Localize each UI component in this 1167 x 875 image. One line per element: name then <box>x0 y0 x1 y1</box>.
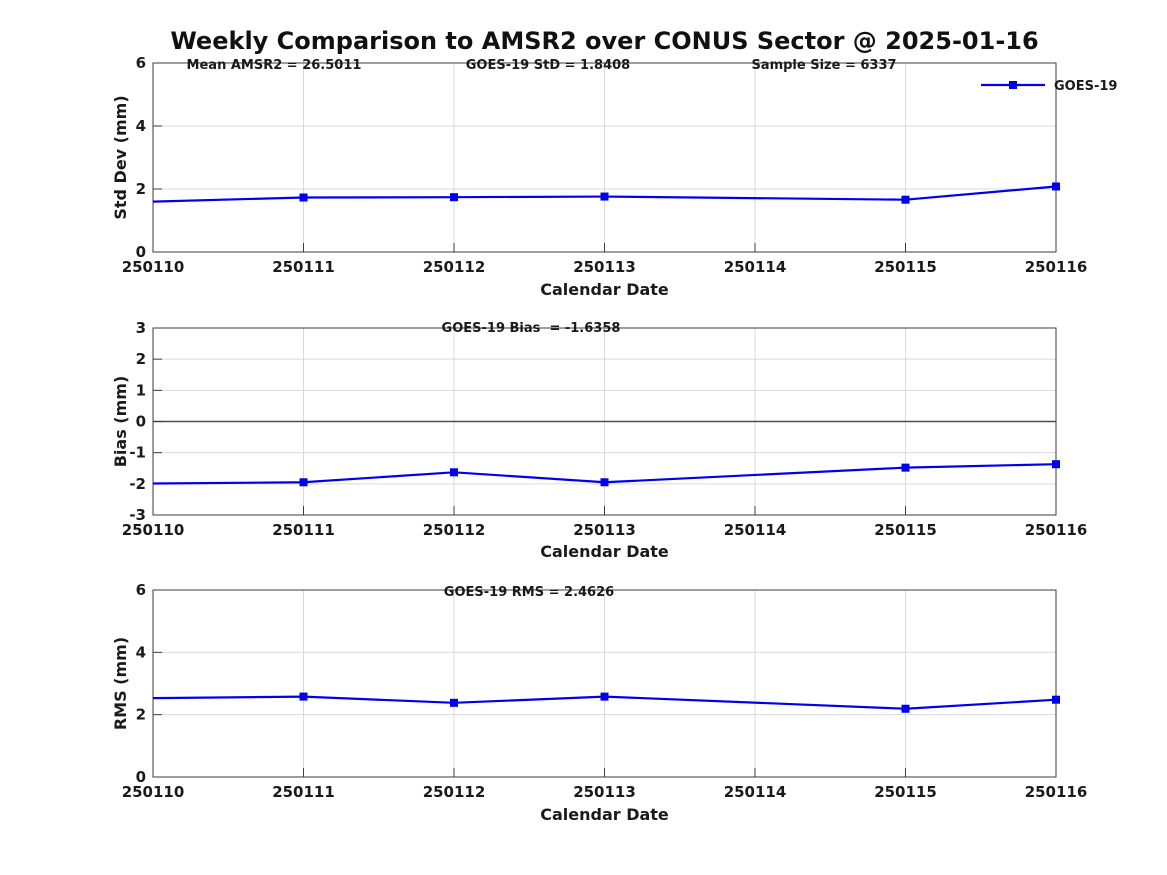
data-point-marker <box>1052 695 1060 704</box>
x-tick-label: 250113 <box>573 783 636 801</box>
data-point-marker <box>901 195 910 204</box>
data-point-marker <box>450 468 458 477</box>
x-tick-label: 250114 <box>724 521 787 539</box>
y-tick-label: 0 <box>136 413 146 431</box>
annotation-text: Mean AMSR2 = 26.5011 <box>187 58 362 73</box>
y-axis-label: RMS (mm) <box>111 637 130 730</box>
y-tick-label: 2 <box>136 706 146 724</box>
y-axis-label: Bias (mm) <box>111 376 130 468</box>
x-tick-label: 250110 <box>122 258 185 276</box>
x-tick-label: 250112 <box>423 783 486 801</box>
data-point-marker <box>901 704 910 713</box>
data-point-marker <box>299 193 308 202</box>
annotation-text: GOES-19 StD = 1.8408 <box>466 58 630 73</box>
y-tick-label: -2 <box>129 475 146 493</box>
x-tick-label: 250114 <box>724 783 787 801</box>
chart-title: Weekly Comparison to AMSR2 over CONUS Se… <box>170 27 1039 55</box>
y-tick-label: 2 <box>136 350 146 368</box>
x-tick-label: 250114 <box>724 258 787 276</box>
x-axis-label: Calendar Date <box>540 542 669 561</box>
data-point-marker <box>600 692 609 701</box>
x-tick-label: 250112 <box>423 258 486 276</box>
x-tick-label: 250113 <box>573 521 636 539</box>
x-tick-label: 250110 <box>122 783 185 801</box>
y-tick-label: 6 <box>136 54 146 72</box>
x-tick-label: 250111 <box>272 521 335 539</box>
x-tick-label: 250115 <box>874 521 937 539</box>
y-tick-label: 3 <box>136 319 146 337</box>
x-tick-label: 250110 <box>122 521 185 539</box>
x-tick-label: 250111 <box>272 783 335 801</box>
series-line-bias <box>152 463 1057 485</box>
series-line-rms <box>152 695 1057 710</box>
annotation-text: Sample Size = 6337 <box>751 58 896 73</box>
y-tick-label: 0 <box>136 768 146 786</box>
legend-marker <box>1009 81 1017 89</box>
y-tick-label: 1 <box>136 381 146 399</box>
y-tick-label: 2 <box>136 180 146 198</box>
data-point-marker <box>1052 182 1060 191</box>
x-tick-label: 250115 <box>874 258 937 276</box>
legend-label: GOES-19 <box>1054 79 1117 94</box>
x-tick-label: 250113 <box>573 258 636 276</box>
data-point-marker <box>450 193 458 202</box>
x-tick-label: 250116 <box>1025 258 1088 276</box>
data-point-marker <box>600 192 609 201</box>
y-axis-label: Std Dev (mm) <box>111 95 130 219</box>
x-tick-label: 250111 <box>272 258 335 276</box>
subplot-bias: -3 -2 -1 0 1 2 3 250110 250111 250112 250113 250114… <box>111 319 1087 561</box>
x-tick-label: 250115 <box>874 783 937 801</box>
y-tick-label: 4 <box>136 117 146 135</box>
y-tick-label: -3 <box>129 506 146 524</box>
data-point-marker <box>450 698 458 707</box>
series-line-std-dev <box>152 185 1057 203</box>
data-point-marker <box>299 478 308 487</box>
y-tick-label: -1 <box>129 444 146 462</box>
data-point-marker <box>1052 460 1060 469</box>
annotation-text: GOES-19 Bias = -1.6358 <box>442 321 621 336</box>
y-tick-label: 0 <box>136 243 146 261</box>
x-tick-label: 250116 <box>1025 521 1088 539</box>
data-point-marker <box>600 478 609 487</box>
y-tick-label: 6 <box>136 581 146 599</box>
x-axis-label: Calendar Date <box>540 805 669 824</box>
data-point-marker <box>901 463 910 472</box>
subplot-std-dev: 0 2 4 6 250110 250111 250112 250113 250114 250115… <box>111 54 1117 299</box>
y-tick-label: 4 <box>136 643 146 661</box>
data-point-marker <box>299 692 308 701</box>
x-tick-label: 250112 <box>423 521 486 539</box>
annotation-text: GOES-19 RMS = 2.4626 <box>444 585 614 600</box>
x-tick-label: 250116 <box>1025 783 1088 801</box>
subplot-rms: 0 2 4 6 250110 250111 250112 250113 250114 250115… <box>111 581 1087 824</box>
x-axis-label: Calendar Date <box>540 280 669 299</box>
